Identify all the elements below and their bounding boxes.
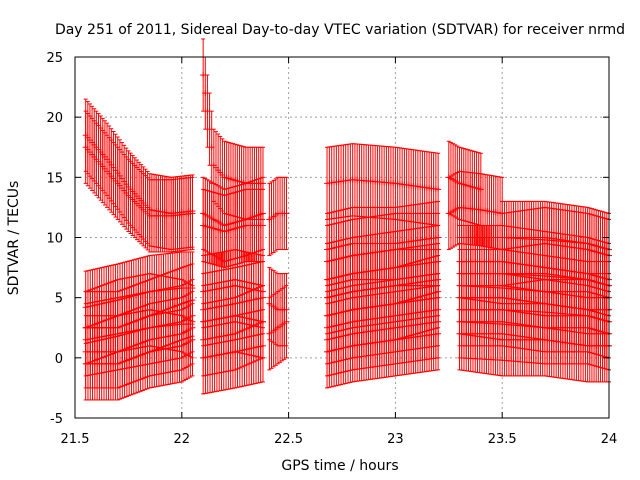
x-tick-label: 22: [174, 432, 191, 447]
series-A8: [82, 273, 196, 365]
y-tick-label: 10: [46, 232, 63, 247]
y-tick-label: 20: [46, 111, 63, 126]
series-E2: [445, 140, 484, 226]
data-point: [96, 285, 103, 360]
data-point: [91, 287, 98, 361]
data-point: [189, 176, 196, 251]
data-point: [133, 166, 140, 241]
series-B8: [200, 249, 266, 329]
data-point: [204, 74, 211, 148]
data-point: [189, 285, 196, 359]
y-tick-label: -5: [50, 412, 63, 427]
data-points: [82, 38, 612, 401]
x-tick-label: 21.5: [61, 432, 90, 447]
chart-title: Day 251 of 2011, Sidereal Day-to-day VTE…: [55, 22, 625, 38]
series-B3: [200, 188, 266, 269]
series-D2: [324, 200, 442, 287]
x-tick-label: 22.5: [274, 432, 303, 447]
x-tick-label: 24: [601, 432, 618, 447]
data-point: [187, 283, 194, 358]
y-axis-label: SDTVAR / TECUs: [6, 181, 22, 296]
data-point: [202, 189, 209, 263]
data-point: [136, 169, 143, 243]
data-point: [84, 290, 91, 364]
y-tick-label: 0: [55, 352, 63, 367]
y-tick-label: 25: [46, 51, 63, 66]
data-point: [183, 281, 190, 355]
data-point: [82, 291, 89, 365]
series-C3: [266, 285, 290, 371]
x-tick-label: 23: [387, 432, 404, 447]
series-A2: [82, 110, 196, 253]
x-tick-label: 23.5: [488, 432, 517, 447]
series-D3: [324, 212, 442, 299]
data-point: [89, 117, 96, 192]
series-C1: [266, 176, 290, 257]
y-tick-label: 5: [55, 292, 63, 307]
y-tick-label: 15: [46, 171, 63, 186]
data-point: [103, 283, 110, 357]
x-axis-label: GPS time / hours: [281, 458, 398, 474]
